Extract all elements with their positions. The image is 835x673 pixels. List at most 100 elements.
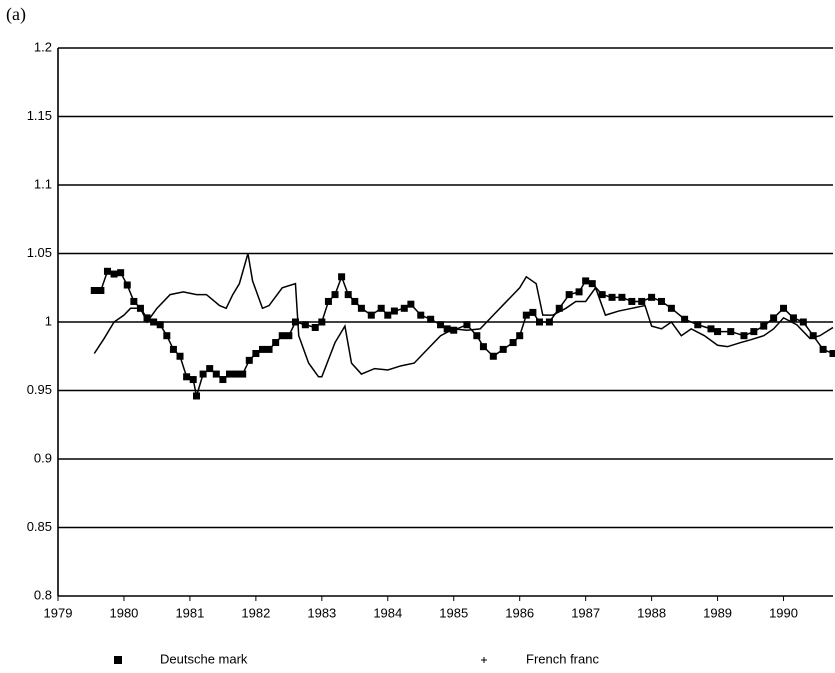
point (219, 376, 227, 384)
x-tick-label: 1987 (571, 605, 600, 620)
point (189, 376, 197, 384)
x-tick-label: 1988 (637, 605, 666, 620)
point (258, 345, 266, 353)
y-tick-label: 0.8 (34, 587, 52, 602)
point (163, 332, 171, 340)
point (667, 304, 675, 312)
point (740, 332, 748, 340)
point (427, 315, 435, 323)
point (819, 345, 827, 353)
y-tick-label: 1.1 (34, 176, 52, 191)
y-tick-label: 0.95 (27, 382, 52, 397)
point (780, 304, 788, 312)
y-tick-label: 0.9 (34, 450, 52, 465)
legend-marker (114, 656, 122, 664)
point (648, 293, 656, 301)
point (809, 332, 817, 340)
point (183, 373, 191, 381)
point (357, 304, 365, 312)
point (509, 339, 517, 347)
point (239, 370, 247, 378)
y-tick-label: 0.85 (27, 519, 52, 534)
point (252, 350, 260, 358)
point (443, 325, 451, 333)
point (351, 297, 359, 305)
point (770, 314, 778, 322)
point (417, 311, 425, 319)
point (829, 350, 835, 358)
point (338, 273, 346, 281)
point (90, 286, 98, 294)
point (384, 311, 392, 319)
point (473, 332, 481, 340)
x-tick-label: 1982 (241, 605, 270, 620)
point (714, 328, 722, 336)
point (344, 291, 352, 299)
point (588, 280, 596, 288)
point (212, 370, 220, 378)
point (499, 345, 507, 353)
x-tick-label: 1981 (175, 605, 204, 620)
point (291, 318, 299, 326)
point (555, 304, 563, 312)
y-tick-label: 1 (45, 313, 52, 328)
y-tick-label: 1.2 (34, 39, 52, 54)
point (331, 291, 339, 299)
point (123, 281, 131, 289)
point (727, 328, 735, 336)
point (516, 332, 524, 340)
point (377, 304, 385, 312)
legend-label: Deutsche mark (160, 651, 248, 666)
legend-label: French franc (526, 651, 599, 666)
point (199, 370, 207, 378)
point (628, 297, 636, 305)
point (565, 291, 573, 299)
point (799, 318, 807, 326)
point (103, 267, 111, 275)
point (272, 339, 280, 347)
point (110, 270, 118, 278)
point (285, 332, 293, 340)
x-tick-label: 1983 (307, 605, 336, 620)
point (545, 318, 553, 326)
point (638, 297, 646, 305)
point (318, 318, 326, 326)
panel-label: (a) (6, 4, 26, 25)
point (608, 293, 616, 301)
y-tick-label: 1.15 (27, 108, 52, 123)
point (582, 277, 590, 285)
point (117, 269, 125, 277)
x-tick-label: 1990 (769, 605, 798, 620)
series-line (93, 253, 834, 378)
point (437, 321, 445, 329)
point (143, 314, 151, 322)
point (265, 345, 273, 353)
point (407, 300, 415, 308)
point (150, 318, 158, 326)
point (789, 314, 797, 322)
point (97, 286, 105, 294)
point (575, 288, 583, 296)
x-tick-label: 1984 (373, 605, 402, 620)
point (707, 325, 715, 333)
point (450, 326, 458, 334)
point (598, 291, 606, 299)
point (245, 356, 253, 364)
point (278, 332, 286, 340)
point (535, 318, 543, 326)
point (367, 311, 375, 319)
point (311, 323, 319, 331)
point (130, 297, 138, 305)
point (463, 321, 471, 329)
point (522, 311, 530, 319)
point (156, 321, 164, 329)
point (193, 392, 201, 400)
point (760, 322, 768, 330)
point (225, 370, 233, 378)
point (390, 307, 398, 315)
point (529, 308, 537, 316)
point (618, 293, 626, 301)
point (301, 321, 309, 329)
x-tick-label: 1989 (703, 605, 732, 620)
